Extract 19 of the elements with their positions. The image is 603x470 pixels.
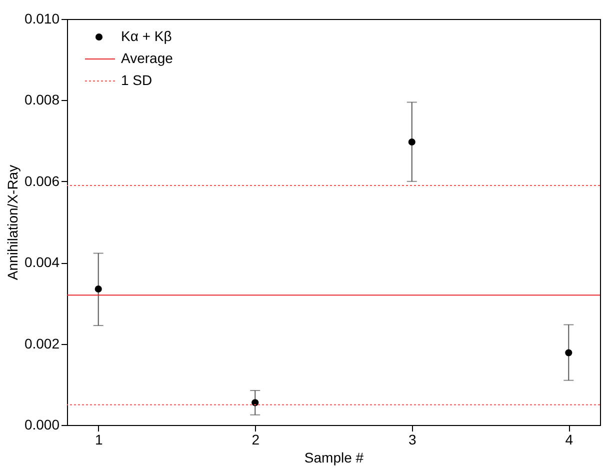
y-tick-label: 0.008 [24, 92, 60, 108]
legend-label: 1 SD [121, 72, 152, 88]
x-tick-label: 3 [408, 432, 416, 448]
y-tick-label: 0.002 [24, 335, 60, 352]
point [408, 138, 416, 146]
legend-label: Average [121, 50, 174, 66]
point [565, 349, 572, 356]
x-axis-title: Sample # [304, 450, 364, 466]
legend-label: Kα + Kβ [121, 28, 172, 44]
point [94, 285, 102, 293]
y-tick-label: 0.010 [24, 10, 60, 26]
x-tick-label: 4 [565, 432, 574, 448]
y-tick-label: 0.000 [24, 416, 60, 432]
y-tick-label: 0.004 [24, 254, 60, 270]
x-tick-label: 2 [252, 432, 260, 448]
point [252, 399, 259, 406]
x-tick-label: 1 [94, 432, 103, 448]
y-tick-label: 0.006 [24, 172, 60, 189]
y-axis-title: Annihilation/X-Ray [4, 164, 20, 280]
